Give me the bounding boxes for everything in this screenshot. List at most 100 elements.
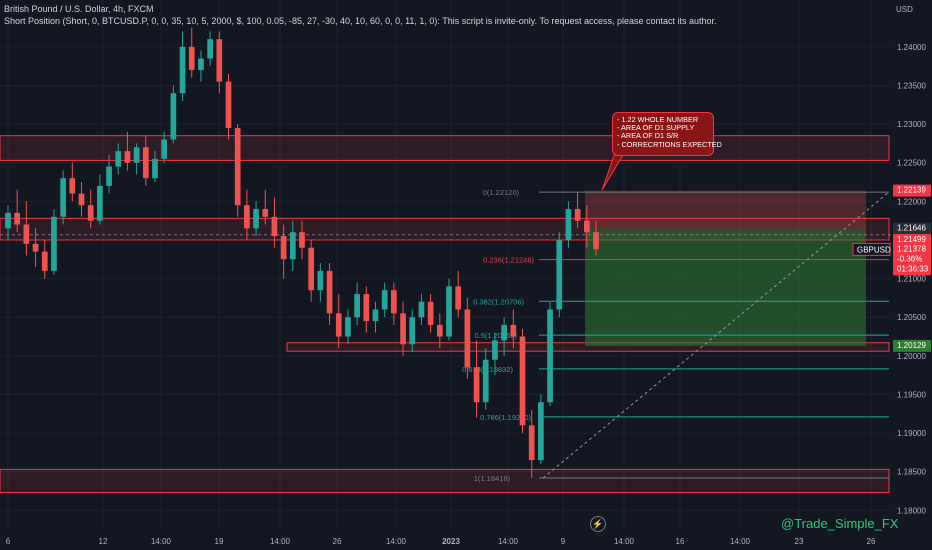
price-axis-tick: 1.23000	[897, 120, 926, 129]
candle-body	[32, 243, 39, 252]
time-axis-tick: 26	[333, 537, 342, 546]
chart-title: British Pound / U.S. Dollar, 4h, FXCM	[4, 4, 154, 14]
supply-demand-zone	[0, 468, 890, 494]
candle-body	[244, 205, 250, 229]
time-axis-tick: 14:00	[614, 537, 635, 546]
candle-body	[170, 93, 177, 140]
candle-body	[14, 212, 21, 225]
candle-body	[289, 232, 296, 260]
candle-body	[87, 205, 94, 221]
replay-icon[interactable]: ⚡	[590, 516, 606, 532]
candle-body	[188, 46, 195, 71]
time-axis-tick: 2023	[442, 537, 460, 546]
time-axis-tick: 14:00	[386, 537, 407, 546]
candle-body	[574, 209, 581, 221]
price-axis-tick: 1.18500	[897, 468, 926, 477]
position-target-zone	[585, 228, 866, 346]
fib-level-label: 0.5(1.20269)	[474, 331, 517, 340]
time-axis-tick: 19	[215, 537, 224, 546]
candle-body	[179, 46, 186, 94]
candle-body	[510, 324, 517, 337]
candle-body	[372, 309, 379, 322]
time-axis-tick: 14:00	[498, 537, 519, 546]
time-axis-tick: 16	[676, 537, 685, 546]
candle-body	[60, 178, 66, 217]
price-tag	[893, 184, 931, 197]
time-axis-tick: 14:00	[730, 537, 751, 546]
time-axis-tick: 12	[99, 537, 108, 546]
price-axis-tick: 1.20500	[897, 313, 926, 322]
candle-body	[225, 81, 232, 128]
candle-body	[41, 251, 48, 271]
price-tag-label: 1.21499	[897, 235, 926, 244]
candle-body	[381, 290, 388, 310]
candle-body	[216, 39, 223, 82]
candle-body	[391, 290, 397, 314]
fib-level-label: 0(1.22120)	[483, 188, 520, 197]
candle-body	[262, 209, 269, 217]
candle-body	[124, 151, 131, 163]
candle-body	[280, 236, 287, 260]
price-axis-tick: 1.21000	[897, 275, 926, 284]
candle-body	[501, 324, 507, 341]
time-axis-tick: 14:00	[270, 537, 291, 546]
candle-body	[51, 216, 57, 271]
candle-body	[326, 270, 333, 314]
price-tag-label: 1.21646	[897, 224, 926, 233]
candle-body	[482, 359, 489, 403]
candle-body	[317, 270, 324, 291]
price-tag-label: 01:36:33	[897, 264, 929, 273]
callout-line: - AREA OF D1 S/R	[617, 131, 679, 141]
supply-demand-zone	[0, 135, 890, 161]
candle-body	[409, 317, 416, 345]
price-axis-tick: 1.19500	[897, 390, 926, 399]
position-stop-zone	[585, 190, 866, 229]
callout-line: - CORRECRTIONS EXPECTED	[617, 139, 722, 149]
candle-body	[23, 224, 30, 244]
candle-body	[69, 178, 76, 194]
price-tag	[893, 339, 931, 352]
price-tag	[893, 234, 931, 247]
fib-trend-line	[542, 191, 890, 479]
candle-body	[299, 232, 305, 248]
fib-level-label: 0.382(1.20706)	[473, 297, 524, 306]
price-tag-label: 1.21378	[897, 244, 926, 253]
price-axis-tick: 1.18000	[897, 506, 926, 515]
candle-body	[5, 212, 11, 229]
candle-body	[455, 286, 462, 310]
candle-body	[583, 220, 590, 233]
candle-body	[528, 425, 535, 461]
candle-body	[207, 39, 213, 59]
symbol-tag	[852, 242, 891, 256]
time-axis-tick: 26	[867, 537, 876, 546]
candle-body	[335, 313, 342, 337]
time-axis-tick: 14:00	[151, 537, 172, 546]
candle-body	[142, 147, 149, 179]
candle-body	[492, 340, 498, 360]
candle-body	[308, 247, 315, 291]
price-axis-currency: USD	[896, 5, 913, 14]
candle-body	[97, 185, 103, 221]
candle-body	[106, 166, 112, 186]
candle-body	[473, 367, 480, 403]
price-tag-label: 1.20129	[897, 341, 926, 350]
candle-body	[78, 193, 85, 206]
price-tag	[893, 222, 931, 235]
price-axis-tick: 1.22500	[897, 159, 926, 168]
candle-body	[161, 139, 168, 159]
price-axis-tick: 1.22000	[897, 197, 926, 206]
price-axis-tick: 1.23500	[897, 81, 926, 90]
price-tag	[893, 243, 931, 276]
time-axis-tick: 23	[795, 537, 804, 546]
price-axis-tick: 1.19000	[897, 429, 926, 438]
candle-body	[538, 402, 544, 461]
candle-body	[400, 313, 406, 345]
price-tag-label: 1.22139	[897, 186, 926, 195]
candle-body	[271, 216, 278, 237]
candle-body	[464, 309, 471, 368]
candle-body	[133, 147, 140, 163]
candle-body	[519, 336, 526, 426]
candle-body	[547, 309, 553, 403]
candle-body	[427, 301, 434, 325]
